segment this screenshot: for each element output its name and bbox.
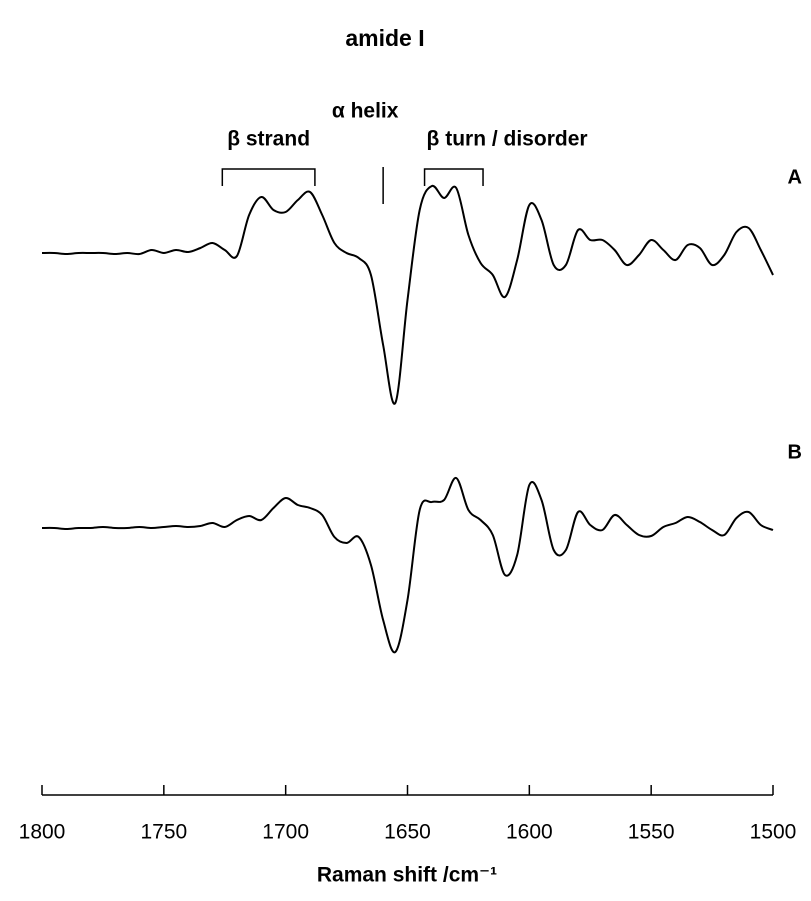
x-axis-label: Raman shift /cm⁻¹ [317, 864, 497, 887]
annotation: β turn / disorder [427, 128, 588, 151]
series-label: A [788, 166, 802, 188]
x-tick-label: 1600 [506, 821, 553, 844]
bracket [423, 168, 484, 186]
spectrum-line [41, 477, 774, 654]
x-tick-label: 1750 [140, 821, 187, 844]
annotation: β strand [227, 128, 310, 151]
x-tick-label: 1700 [262, 821, 309, 844]
chart-title: amide I [345, 25, 424, 51]
bracket [221, 168, 316, 186]
x-tick-label: 1550 [628, 821, 675, 844]
spectrum-line [41, 184, 774, 405]
x-tick-label: 1650 [384, 821, 431, 844]
x-tick-label: 1800 [19, 821, 66, 844]
annotation: α helix [332, 100, 399, 123]
x-tick-label: 1500 [750, 821, 797, 844]
series-label: B [788, 441, 802, 463]
